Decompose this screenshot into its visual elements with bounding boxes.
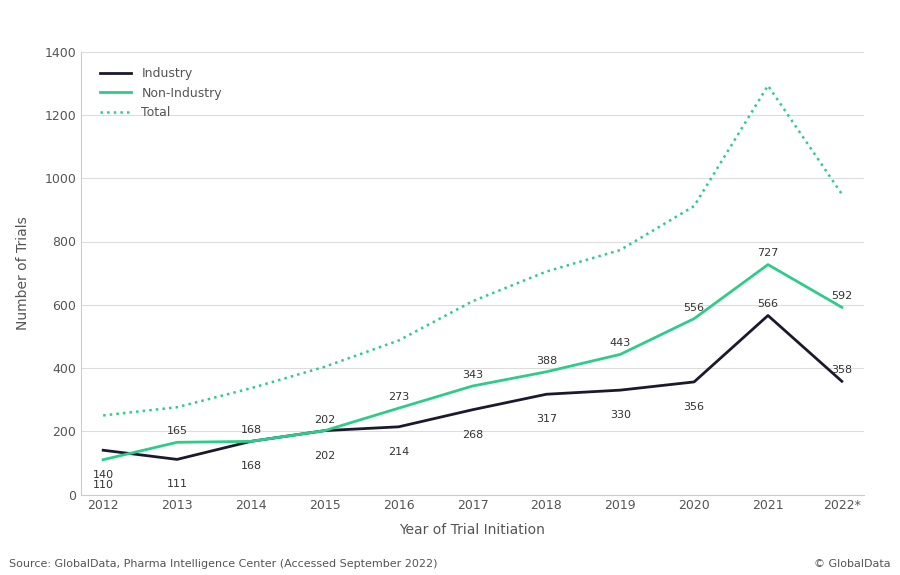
- Text: 202: 202: [314, 451, 336, 461]
- Text: 165: 165: [166, 426, 187, 436]
- Text: 356: 356: [684, 402, 705, 412]
- Text: 168: 168: [240, 461, 262, 472]
- Text: 330: 330: [609, 410, 631, 420]
- Text: 358: 358: [832, 365, 852, 375]
- Y-axis label: Number of Trials: Number of Trials: [16, 216, 31, 330]
- Text: 343: 343: [462, 370, 483, 380]
- Text: 202: 202: [314, 415, 336, 424]
- Legend: Industry, Non-Industry, Total: Industry, Non-Industry, Total: [95, 63, 227, 124]
- Text: Source: GlobalData, Pharma Intelligence Center (Accessed September 2022): Source: GlobalData, Pharma Intelligence …: [9, 559, 437, 569]
- Text: Figure 1: Number of DCTs by sponsor type and year: Figure 1: Number of DCTs by sponsor type…: [11, 13, 454, 28]
- Text: 317: 317: [536, 414, 557, 424]
- Text: 110: 110: [93, 480, 113, 490]
- Text: © GlobalData: © GlobalData: [814, 559, 891, 569]
- Text: 388: 388: [536, 356, 557, 366]
- Text: 168: 168: [240, 426, 262, 435]
- Text: 268: 268: [462, 430, 483, 440]
- Text: 556: 556: [684, 302, 705, 313]
- Text: 443: 443: [609, 338, 631, 348]
- Text: 214: 214: [388, 447, 410, 457]
- X-axis label: Year of Trial Initiation: Year of Trial Initiation: [400, 523, 545, 538]
- Text: 273: 273: [388, 392, 410, 402]
- Text: 592: 592: [832, 291, 852, 301]
- Text: 727: 727: [757, 248, 778, 259]
- Text: 111: 111: [166, 480, 187, 489]
- Text: 566: 566: [758, 300, 778, 309]
- Text: 140: 140: [93, 470, 113, 480]
